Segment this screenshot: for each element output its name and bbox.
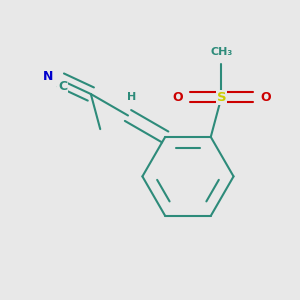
Text: N: N — [43, 70, 53, 83]
Text: H: H — [127, 92, 136, 102]
Text: S: S — [217, 91, 226, 103]
Text: C: C — [58, 80, 67, 93]
Text: O: O — [260, 91, 271, 103]
Text: O: O — [172, 91, 183, 103]
Text: CH₃: CH₃ — [210, 46, 232, 56]
